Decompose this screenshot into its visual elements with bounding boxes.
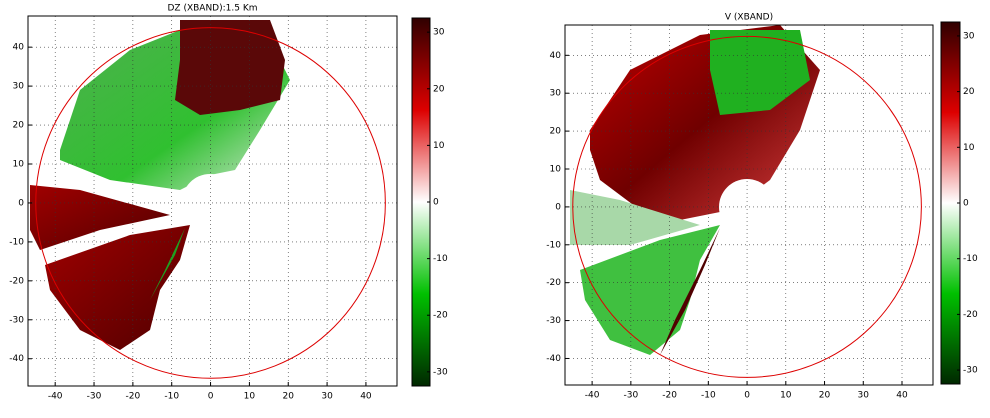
x-tick-label: -30 xyxy=(624,391,639,401)
x-tick-label: 10 xyxy=(780,391,792,401)
x-tick-label: 20 xyxy=(819,391,831,401)
colorbar-tick-label: -30 xyxy=(963,366,978,376)
y-tick-label: 20 xyxy=(550,127,562,137)
y-tick-label: -30 xyxy=(546,316,561,326)
x-tick-label: -40 xyxy=(48,392,63,402)
x-tick-label: -20 xyxy=(126,392,141,402)
chart-title: V (XBAND) xyxy=(725,13,773,23)
radar-field-left xyxy=(30,20,290,350)
x-tick-label: 0 xyxy=(744,391,750,401)
y-tick-label: -10 xyxy=(9,237,24,247)
plot-frame xyxy=(564,24,934,386)
y-tick-label: 40 xyxy=(550,51,562,61)
y-tick-label: 30 xyxy=(550,89,562,99)
y-tick-label: -20 xyxy=(546,278,561,288)
x-tick-label: 20 xyxy=(283,392,295,402)
x-tick-label: 30 xyxy=(858,391,870,401)
y-tick-label: 40 xyxy=(13,43,25,53)
y-tick-label: -40 xyxy=(546,354,561,364)
y-tick-label: -30 xyxy=(9,315,24,325)
range-ring xyxy=(35,27,386,379)
x-tick-label: -30 xyxy=(87,392,102,402)
colorbar-tick-label: 30 xyxy=(433,28,445,38)
y-tick-label: 20 xyxy=(13,121,25,131)
x-tick-label: 10 xyxy=(244,392,256,402)
x-tick-label: 0 xyxy=(208,392,214,402)
x-tick-label: -20 xyxy=(662,391,677,401)
colorbar-tick-label: -20 xyxy=(963,310,978,320)
colorbar-tick-label: -20 xyxy=(433,311,448,321)
chart-title: DZ (XBAND):1.5 Km xyxy=(167,4,257,14)
colorbar-tick-label: -10 xyxy=(963,254,978,264)
plot-frame xyxy=(27,15,398,387)
radar-field-right xyxy=(570,25,820,355)
y-tick-label: 10 xyxy=(13,160,25,170)
x-tick-label: -10 xyxy=(164,392,179,402)
colorbar-tick-label: 20 xyxy=(433,84,445,94)
x-tick-label: 40 xyxy=(896,391,908,401)
colorbar-tick-label: 0 xyxy=(963,199,969,209)
y-tick-label: 0 xyxy=(555,202,561,212)
y-tick-label: 30 xyxy=(13,82,25,92)
x-tick-label: -10 xyxy=(701,391,716,401)
x-tick-label: 40 xyxy=(360,392,372,402)
x-tick-label: -40 xyxy=(585,391,600,401)
colorbar-tick-label: 10 xyxy=(963,143,975,153)
y-tick-label: -20 xyxy=(9,276,24,286)
y-tick-label: -40 xyxy=(9,354,24,364)
colorbar-tick-label: -30 xyxy=(433,367,448,377)
y-tick-label: 0 xyxy=(18,198,24,208)
colorbar-tick-label: -10 xyxy=(433,254,448,264)
colorbar-tick-label: 0 xyxy=(433,198,439,208)
range-ring xyxy=(572,35,922,378)
colorbar-tick-label: 10 xyxy=(433,141,445,151)
colorbar-tick-label: 20 xyxy=(963,87,975,97)
y-tick-label: -10 xyxy=(546,240,561,250)
colorbar-tick-label: 30 xyxy=(963,31,975,41)
y-tick-label: 10 xyxy=(550,165,562,175)
x-tick-label: 30 xyxy=(321,392,333,402)
